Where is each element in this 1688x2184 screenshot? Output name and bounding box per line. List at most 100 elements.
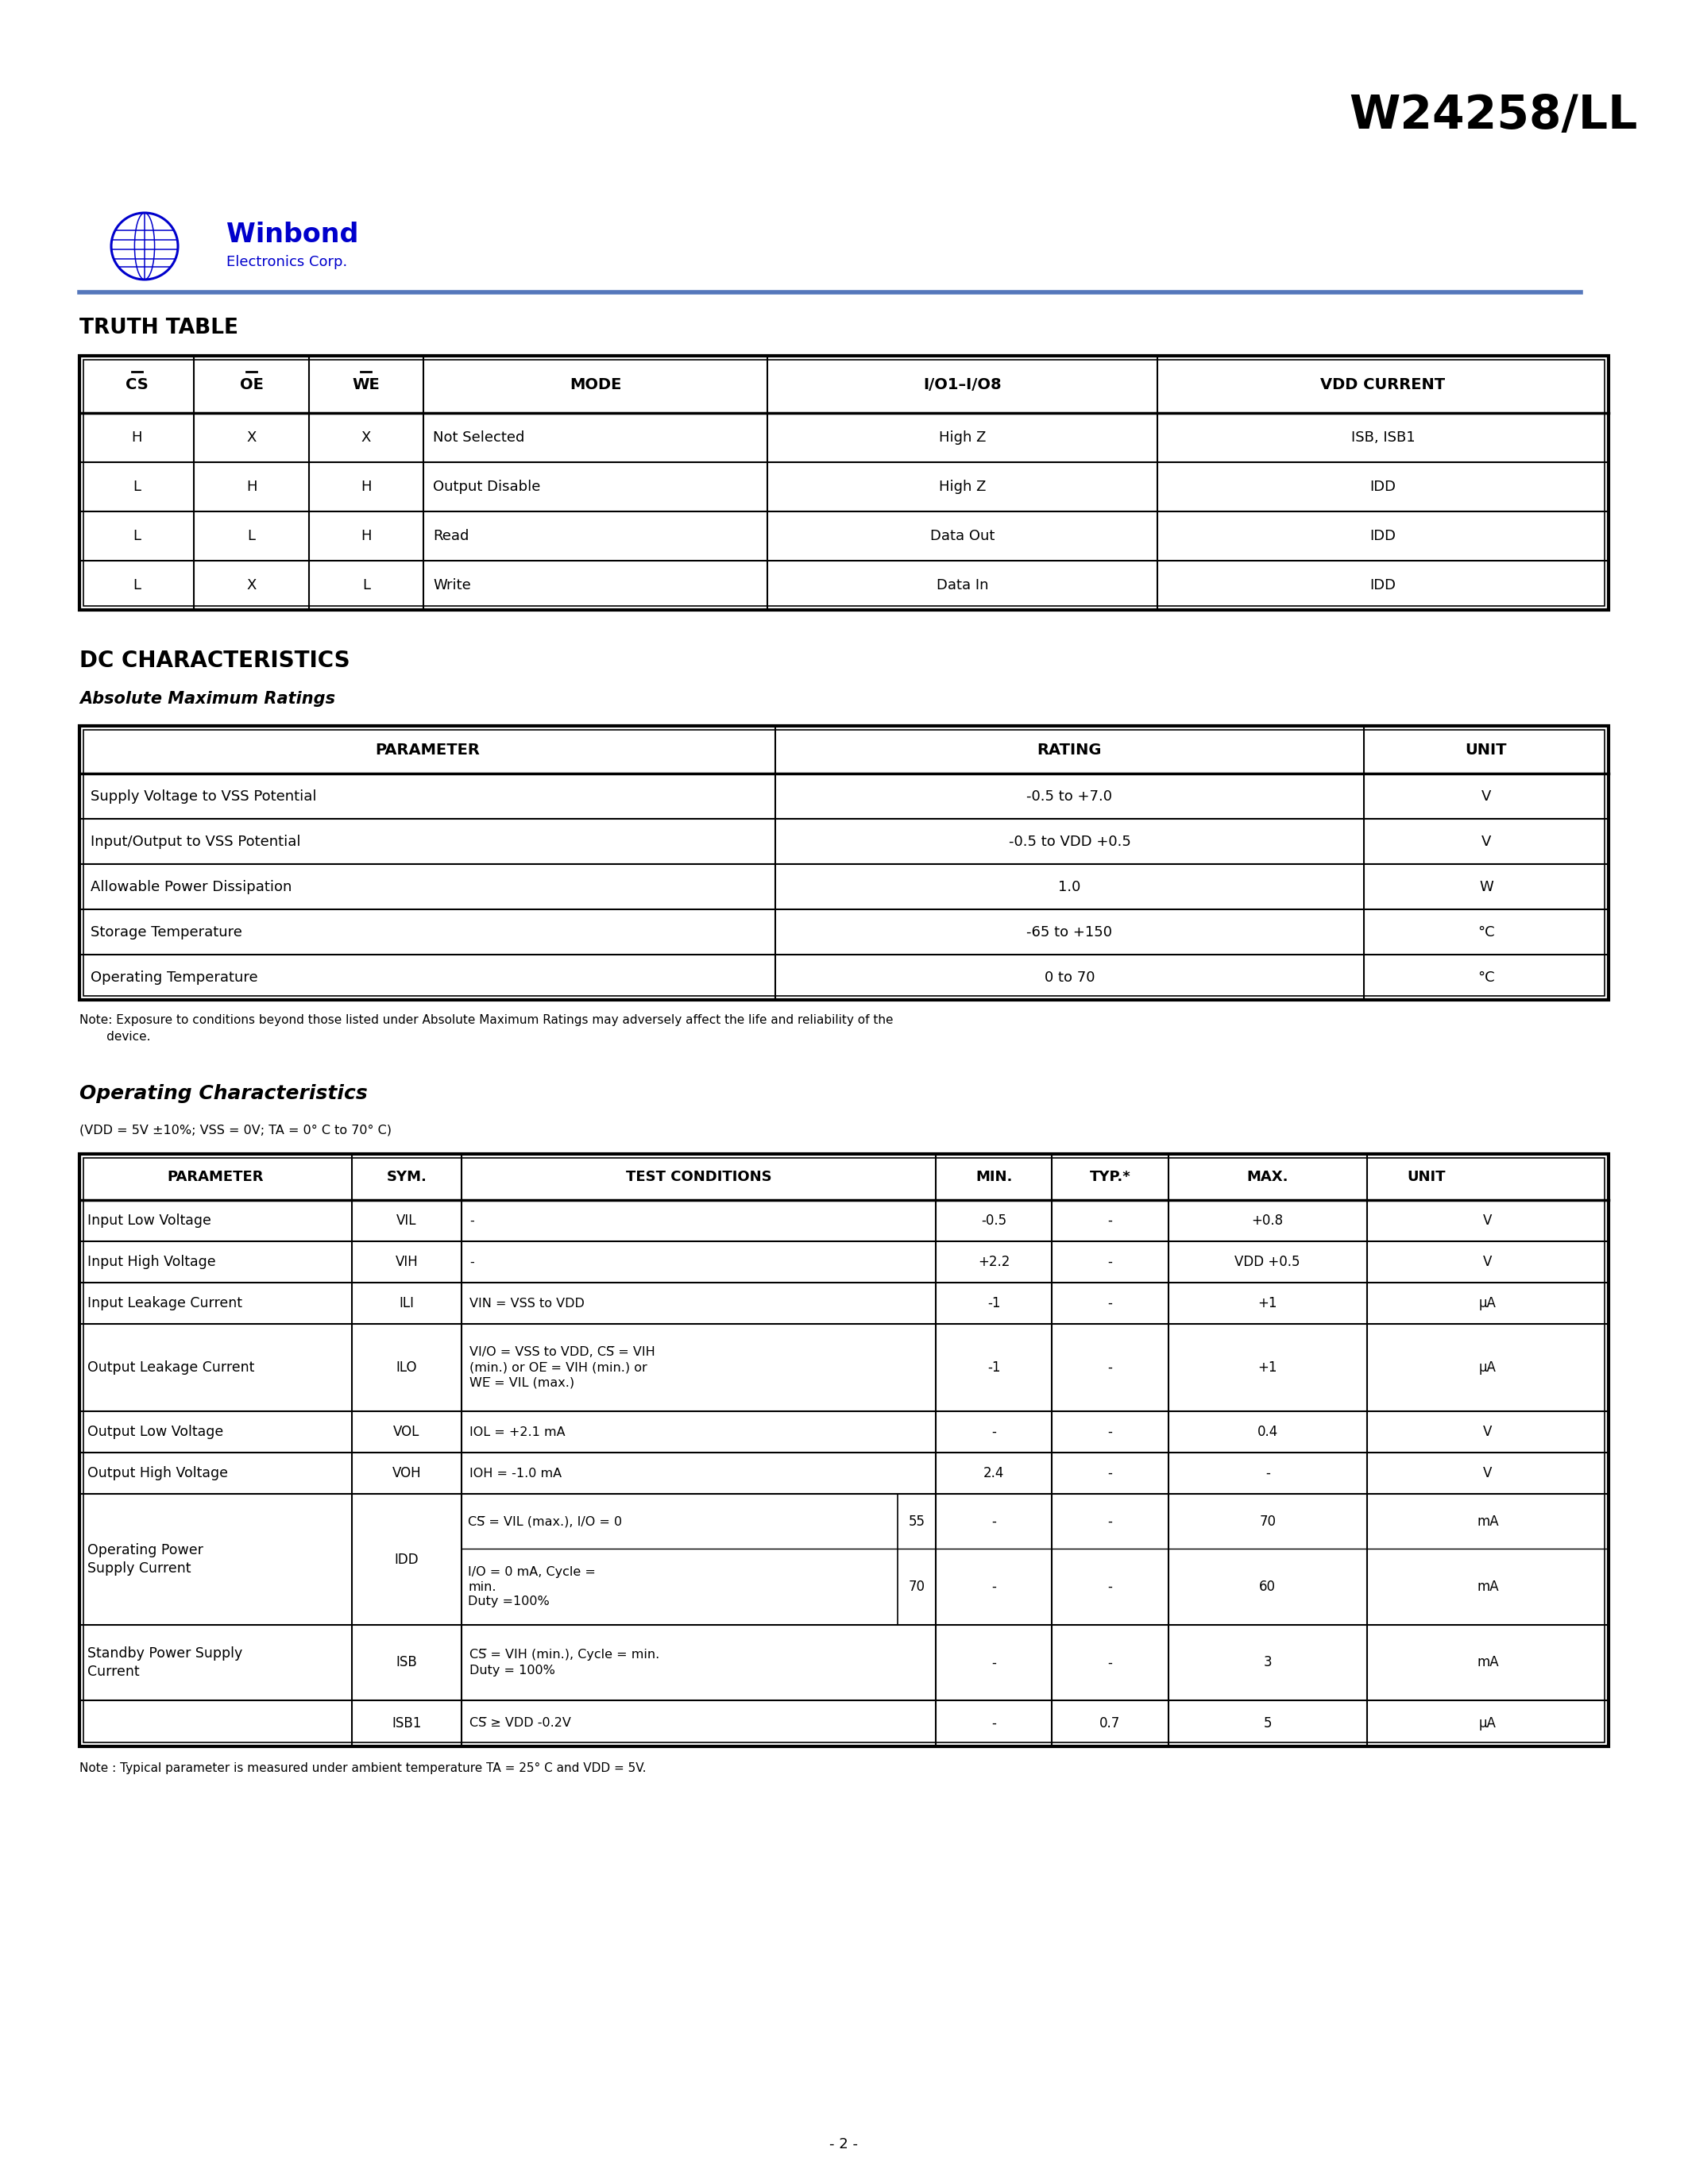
Bar: [83, 729, 1605, 996]
Text: -: -: [991, 1514, 996, 1529]
Text: 0.7: 0.7: [1099, 1717, 1121, 1730]
Text: 0 to 70: 0 to 70: [1045, 970, 1096, 985]
Text: 70: 70: [908, 1579, 925, 1594]
Text: Input Low Voltage: Input Low Voltage: [88, 1214, 211, 1227]
Text: L: L: [133, 480, 140, 494]
Text: VOL: VOL: [393, 1424, 420, 1439]
Text: High Z: High Z: [939, 430, 986, 446]
Text: -: -: [1107, 1295, 1112, 1310]
Text: mA: mA: [1477, 1514, 1499, 1529]
Text: -: -: [469, 1214, 474, 1227]
Text: H: H: [361, 480, 371, 494]
Text: X: X: [246, 579, 257, 592]
Text: H: H: [246, 480, 257, 494]
Text: Output Low Voltage: Output Low Voltage: [88, 1424, 223, 1439]
Text: ISB1: ISB1: [392, 1717, 422, 1730]
Text: VDD CURRENT: VDD CURRENT: [1320, 378, 1445, 391]
Text: V: V: [1484, 1256, 1492, 1269]
Text: -: -: [469, 1256, 474, 1269]
Text: -0.5 to VDD +0.5: -0.5 to VDD +0.5: [1008, 834, 1131, 850]
Text: Output Leakage Current: Output Leakage Current: [88, 1361, 255, 1374]
Text: VDD +0.5: VDD +0.5: [1236, 1256, 1300, 1269]
Text: 0.4: 0.4: [1258, 1424, 1278, 1439]
Text: TRUTH TABLE: TRUTH TABLE: [79, 317, 238, 339]
Text: Winbond: Winbond: [226, 221, 358, 247]
Text: (VDD = 5V ±10%; VSS = 0V; TA = 0° C to 70° C): (VDD = 5V ±10%; VSS = 0V; TA = 0° C to 7…: [79, 1125, 392, 1136]
Text: -: -: [991, 1717, 996, 1730]
Text: IDD: IDD: [395, 1553, 419, 1566]
Text: -: -: [1107, 1361, 1112, 1374]
Text: -65 to +150: -65 to +150: [1026, 924, 1112, 939]
Text: Write: Write: [434, 579, 471, 592]
Text: ILI: ILI: [398, 1295, 414, 1310]
Text: -: -: [1107, 1424, 1112, 1439]
Text: UNIT: UNIT: [1408, 1171, 1447, 1184]
Text: Not Selected: Not Selected: [434, 430, 525, 446]
Text: +1: +1: [1258, 1361, 1278, 1374]
Text: MIN.: MIN.: [976, 1171, 1013, 1184]
Text: CS: CS: [125, 378, 149, 391]
Text: ILO: ILO: [397, 1361, 417, 1374]
Text: μA: μA: [1479, 1717, 1497, 1730]
Text: L: L: [133, 579, 140, 592]
Text: DC CHARACTERISTICS: DC CHARACTERISTICS: [79, 649, 349, 673]
Text: Data In: Data In: [937, 579, 989, 592]
Text: I/O = 0 mA, Cycle =
min.
Duty =100%: I/O = 0 mA, Cycle = min. Duty =100%: [468, 1566, 596, 1607]
Text: -0.5 to +7.0: -0.5 to +7.0: [1026, 788, 1112, 804]
Text: VOH: VOH: [392, 1465, 422, 1481]
Text: CS̅ ≥ VDD -0.2V: CS̅ ≥ VDD -0.2V: [469, 1717, 571, 1730]
Text: VIH: VIH: [395, 1256, 419, 1269]
Text: L: L: [363, 579, 370, 592]
Text: Input/Output to VSS Potential: Input/Output to VSS Potential: [91, 834, 300, 850]
Text: -: -: [1107, 1514, 1112, 1529]
Text: Data Out: Data Out: [930, 529, 994, 544]
Text: 2.4: 2.4: [984, 1465, 1004, 1481]
Text: Operating Power
Supply Current: Operating Power Supply Current: [88, 1542, 203, 1577]
Text: +1: +1: [1258, 1295, 1278, 1310]
Text: H: H: [361, 529, 371, 544]
Text: Operating Characteristics: Operating Characteristics: [79, 1083, 368, 1103]
Bar: [79, 1153, 1609, 1747]
Text: IOL = +2.1 mA: IOL = +2.1 mA: [469, 1426, 565, 1437]
Text: TEST CONDITIONS: TEST CONDITIONS: [626, 1171, 771, 1184]
Text: +0.8: +0.8: [1251, 1214, 1283, 1227]
Text: Read: Read: [434, 529, 469, 544]
Text: -: -: [1107, 1214, 1112, 1227]
Text: High Z: High Z: [939, 480, 986, 494]
Text: VIN = VSS to VDD: VIN = VSS to VDD: [469, 1297, 584, 1308]
Text: °C: °C: [1477, 970, 1496, 985]
Bar: [79, 356, 1609, 609]
Text: ISB, ISB1: ISB, ISB1: [1350, 430, 1415, 446]
Text: 1.0: 1.0: [1058, 880, 1080, 893]
Text: UNIT: UNIT: [1465, 743, 1507, 758]
Text: -: -: [991, 1424, 996, 1439]
Text: IOH = -1.0 mA: IOH = -1.0 mA: [469, 1468, 562, 1479]
Text: Allowable Power Dissipation: Allowable Power Dissipation: [91, 880, 292, 893]
Text: 3: 3: [1263, 1655, 1271, 1671]
Text: V: V: [1484, 1465, 1492, 1481]
Text: -1: -1: [987, 1295, 1001, 1310]
Bar: [79, 725, 1609, 1000]
Text: mA: mA: [1477, 1579, 1499, 1594]
Text: IDD: IDD: [1371, 579, 1396, 592]
Text: VIL: VIL: [397, 1214, 417, 1227]
Text: 60: 60: [1259, 1579, 1276, 1594]
Text: Operating Temperature: Operating Temperature: [91, 970, 258, 985]
Text: SYM.: SYM.: [387, 1171, 427, 1184]
Text: I/O1–I/O8: I/O1–I/O8: [923, 378, 1001, 391]
Text: -: -: [991, 1579, 996, 1594]
Text: Note: Exposure to conditions beyond those listed under Absolute Maximum Ratings : Note: Exposure to conditions beyond thos…: [79, 1013, 893, 1042]
Text: WE: WE: [353, 378, 380, 391]
Text: V: V: [1482, 834, 1491, 850]
Text: W24258/LL: W24258/LL: [1349, 92, 1637, 138]
Text: IDD: IDD: [1371, 480, 1396, 494]
Text: L: L: [248, 529, 255, 544]
Text: Output Disable: Output Disable: [434, 480, 540, 494]
Text: -: -: [1107, 1655, 1112, 1671]
Text: X: X: [246, 430, 257, 446]
Text: -: -: [1107, 1465, 1112, 1481]
Text: -: -: [991, 1655, 996, 1671]
Text: 5: 5: [1263, 1717, 1271, 1730]
Text: +2.2: +2.2: [977, 1256, 1009, 1269]
Text: Note : Typical parameter is measured under ambient temperature TA = 25° C and VD: Note : Typical parameter is measured und…: [79, 1762, 647, 1773]
